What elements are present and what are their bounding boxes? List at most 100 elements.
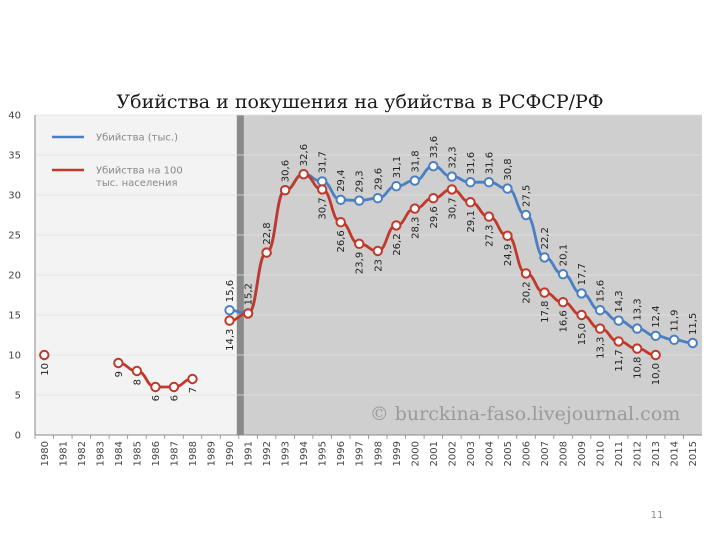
data-label: 15,0 — [577, 323, 588, 345]
data-label: 31,6 — [466, 152, 477, 174]
y-tick-label: 10 — [8, 351, 21, 362]
x-tick-label: 1997 — [355, 441, 366, 466]
data-label: 29,1 — [466, 210, 477, 232]
data-label: 11,7 — [614, 349, 625, 371]
y-tick-label: 25 — [8, 231, 21, 242]
data-label: 9 — [114, 371, 125, 377]
data-point — [131, 365, 143, 377]
data-point — [594, 305, 606, 316]
data-label: 29,6 — [429, 206, 440, 228]
data-point — [224, 315, 235, 326]
data-label: 6 — [151, 395, 162, 401]
data-label: 11,9 — [670, 310, 681, 332]
data-label: 15,6 — [225, 280, 236, 302]
data-point — [298, 169, 309, 180]
data-label: 13,3 — [596, 337, 607, 359]
data-label: 22,8 — [262, 222, 273, 244]
data-label: 29,3 — [355, 170, 366, 192]
x-tick-label: 1993 — [281, 441, 292, 466]
x-tick-label: 1998 — [373, 441, 384, 466]
x-tick-label: 2015 — [688, 441, 699, 466]
data-label: 22,2 — [540, 227, 551, 249]
data-point — [539, 252, 550, 263]
data-point — [631, 323, 643, 334]
data-point — [465, 177, 476, 188]
x-tick-label: 2006 — [521, 441, 532, 466]
y-tick-label: 20 — [8, 271, 21, 282]
x-tick-label: 2003 — [466, 441, 477, 466]
data-point — [316, 184, 328, 195]
x-tick-label: 1994 — [299, 441, 310, 466]
watermark-text: © burckina-faso.livejournal.com — [370, 403, 681, 425]
x-tick-label: 2013 — [651, 441, 662, 466]
data-point — [520, 268, 532, 279]
data-point — [446, 171, 458, 182]
x-tick-label: 1984 — [114, 441, 125, 466]
x-tick-label: 1980 — [40, 441, 51, 466]
x-tick-label: 2010 — [596, 441, 607, 466]
x-tick-label: 1996 — [336, 441, 347, 466]
x-tick-label: 2005 — [503, 441, 514, 466]
chart-title: Убийства и покушения на убийства в РСФСР… — [116, 91, 603, 113]
data-point — [557, 297, 569, 308]
data-point — [150, 381, 161, 393]
data-point — [502, 230, 513, 242]
data-label: 23,9 — [355, 252, 366, 274]
series-murders-per-100k: 10 9 8 6 6 7 14,3 30,7 26,6 23,9 23 26,2 28,3 29,6 30,… — [39, 169, 662, 401]
x-tick-label: 2009 — [577, 441, 588, 466]
data-label: 26,2 — [392, 233, 403, 255]
data-point — [631, 343, 643, 354]
x-tick-label: 2007 — [540, 441, 551, 466]
data-label: 31,1 — [392, 156, 403, 178]
data-point — [502, 183, 513, 194]
data-label: 10,0 — [651, 363, 662, 385]
x-tick-label: 1995 — [318, 441, 329, 466]
data-label: 27,3 — [484, 225, 495, 247]
data-label: 15,2 — [244, 283, 255, 305]
data-point — [391, 181, 402, 192]
data-point — [113, 357, 124, 369]
data-label: 28,3 — [410, 217, 421, 239]
y-tick-label: 35 — [8, 151, 21, 162]
x-tick-label: 2008 — [559, 441, 570, 466]
data-point — [576, 309, 587, 321]
data-point — [391, 220, 402, 231]
data-point — [594, 323, 606, 334]
data-label: 30,8 — [503, 158, 514, 180]
data-label: 30,7 — [318, 197, 329, 219]
legend-label: Убийства на 100 — [96, 166, 183, 177]
data-label: 11,5 — [688, 313, 699, 335]
data-point — [557, 269, 569, 280]
x-tick-label: 1991 — [244, 441, 255, 466]
data-label: 24,9 — [503, 244, 514, 266]
data-point — [650, 349, 661, 361]
data-point — [428, 193, 439, 204]
data-point — [372, 245, 383, 257]
data-label: 20,2 — [521, 281, 532, 303]
x-tick-label: 1989 — [207, 441, 218, 466]
data-label: 26,6 — [336, 230, 347, 252]
data-label: 33,6 — [429, 136, 440, 158]
x-tick-label: 1981 — [58, 441, 69, 466]
x-tick-label: 1982 — [77, 441, 88, 466]
data-point — [354, 195, 365, 206]
data-point — [242, 308, 254, 319]
data-label: 20,1 — [559, 244, 570, 266]
x-tick-label: 2001 — [429, 441, 440, 466]
legend-label-continued: тыс. населения — [96, 178, 178, 189]
legend-label: Убийства (тыс.) — [96, 133, 178, 144]
data-label: 7 — [188, 387, 199, 393]
data-label: 29,4 — [336, 170, 347, 192]
data-label: 16,6 — [559, 310, 570, 332]
data-label: 27,5 — [521, 185, 532, 207]
data-label: 12,4 — [651, 306, 662, 328]
data-point — [446, 184, 458, 195]
data-label: 10,8 — [633, 357, 644, 379]
data-label: 30,7 — [447, 197, 458, 219]
y-tick-label: 15 — [8, 311, 21, 322]
data-point — [687, 337, 698, 349]
x-tick-label: 1990 — [225, 441, 236, 466]
x-tick-label: 2004 — [484, 441, 495, 466]
